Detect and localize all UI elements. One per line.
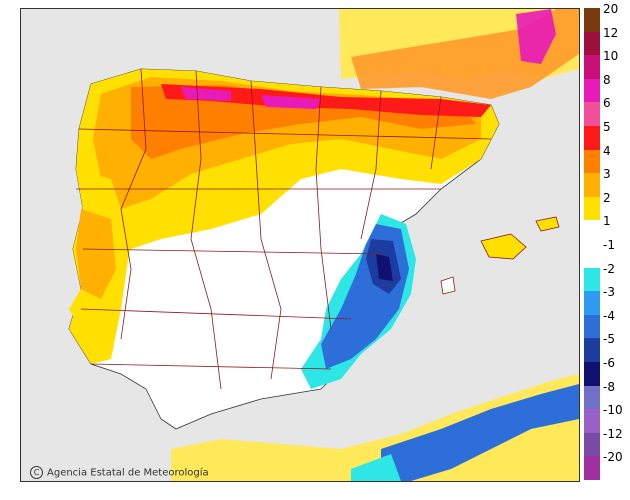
legend-label: -3 bbox=[603, 285, 615, 300]
legend-label: 5 bbox=[603, 120, 611, 134]
east-navy-core bbox=[376, 254, 393, 281]
north-africa-cyan-edge bbox=[351, 454, 401, 481]
province-borders bbox=[76, 68, 492, 390]
legend-label: 2 bbox=[603, 190, 611, 205]
legend-label: 3 bbox=[603, 167, 611, 182]
cantabrian-magenta-spot bbox=[181, 87, 321, 109]
legend-swatch bbox=[584, 291, 600, 316]
legend-label: -8 bbox=[603, 379, 615, 394]
legend-swatch bbox=[584, 409, 600, 434]
legend-swatch bbox=[584, 385, 600, 410]
legend-swatch bbox=[584, 432, 600, 457]
copyright-icon: C bbox=[30, 466, 43, 479]
legend-swatch bbox=[584, 456, 600, 481]
legend-swatch bbox=[584, 78, 600, 103]
cantabrian-red-band bbox=[161, 84, 491, 117]
legend-swatch bbox=[584, 55, 600, 80]
legend-swatch bbox=[584, 173, 600, 198]
legend-swatch bbox=[584, 31, 600, 56]
mallorca bbox=[480, 233, 527, 260]
credit-line: C Agencia Estatal de Meteorología bbox=[30, 466, 209, 479]
legend-label: 12 bbox=[603, 25, 619, 40]
legend-label: 1 bbox=[603, 214, 611, 229]
color-legend: 20 12 10 8 6 5 4 3 2 1 -1 -2 -3 -4 -5 -6 -8 -10 -12 -20 bbox=[584, 3, 630, 481]
legend-swatch bbox=[584, 220, 600, 245]
legend-swatch bbox=[584, 126, 600, 151]
legend-swatch bbox=[584, 267, 600, 292]
credit-text: Agencia Estatal de Meteorología bbox=[47, 467, 209, 479]
north-africa-cold-zone bbox=[381, 384, 579, 481]
legend-swatch bbox=[584, 8, 600, 33]
legend-label: -20 bbox=[603, 450, 623, 465]
temperature-anomaly-map bbox=[20, 8, 580, 482]
legend-label: -2 bbox=[603, 261, 615, 276]
ibiza bbox=[440, 276, 456, 295]
menorca bbox=[535, 216, 560, 232]
legend-swatch bbox=[584, 102, 600, 127]
legend-label: 20 bbox=[603, 2, 619, 16]
legend-swatch bbox=[584, 149, 600, 174]
legend-label: -10 bbox=[603, 403, 623, 418]
france-hot-spot bbox=[516, 9, 556, 64]
legend-swatch bbox=[584, 196, 600, 221]
legend-label: -12 bbox=[603, 426, 623, 441]
legend-swatch bbox=[584, 244, 600, 269]
legend-label: -1 bbox=[603, 238, 615, 252]
legend-swatch bbox=[584, 314, 600, 339]
map-canvas bbox=[21, 9, 579, 481]
legend-label: -5 bbox=[603, 332, 615, 347]
legend-swatch bbox=[584, 338, 600, 363]
legend-swatch bbox=[584, 362, 600, 387]
legend-label: 6 bbox=[603, 96, 611, 111]
portugal-orange-patch bbox=[76, 209, 116, 299]
legend-label: 4 bbox=[603, 143, 611, 158]
legend-label: -4 bbox=[603, 308, 615, 323]
legend-label: 10 bbox=[603, 49, 619, 64]
legend-label: 8 bbox=[603, 72, 611, 87]
legend-label: -6 bbox=[603, 356, 615, 370]
